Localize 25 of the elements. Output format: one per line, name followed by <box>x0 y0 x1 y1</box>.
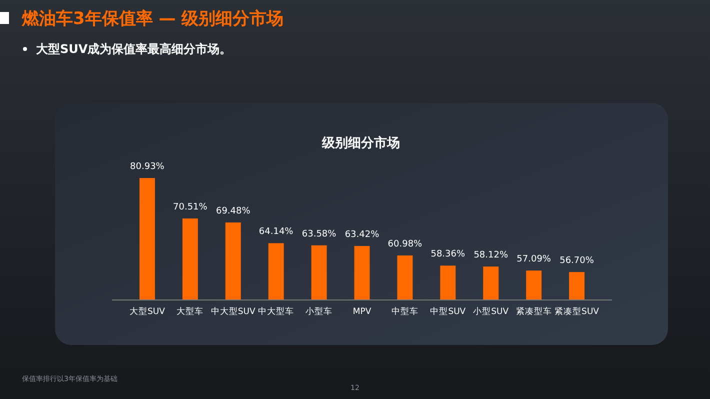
x-tick-label: 紧凑型SUV <box>554 306 600 318</box>
x-tick-label: 中型车 <box>391 306 418 318</box>
data-label: 70.51% <box>173 202 208 212</box>
chart-title: 燃油车3年保值率 — 级别细分市场 <box>21 9 284 29</box>
data-label: 58.36% <box>430 250 466 260</box>
data-label: 57.09% <box>516 254 552 265</box>
data-label: 58.12% <box>474 250 508 261</box>
x-tick-label: 小型车 <box>306 306 333 318</box>
data-label: 64.14% <box>258 227 294 238</box>
x-tick-label: 中大型车 <box>258 306 294 318</box>
text: 级别细分市场 <box>321 135 400 151</box>
data-label: 56.70% <box>560 256 594 266</box>
data-label: 60.98% <box>388 239 423 250</box>
x-tick-label: MPV <box>352 307 372 318</box>
x-tick-label: 大型车 <box>176 306 204 318</box>
x-tick-label: 小型SUV <box>473 306 509 318</box>
x-tick-label: 中大型SUV <box>210 306 256 318</box>
data-label: 63.58% <box>302 229 337 240</box>
data-label: 80.93% <box>130 162 165 172</box>
x-tick-label: 中型SUV <box>430 306 466 318</box>
chart-subtitle: 大型SUV成为保值率最高细分市场。 <box>36 42 232 56</box>
data-label: 63.42% <box>344 230 380 240</box>
x-tick-label: 紧凑型车 <box>516 306 552 318</box>
x-tick-label: 大型SUV <box>130 306 166 318</box>
data-label: 69.48% <box>216 206 251 216</box>
